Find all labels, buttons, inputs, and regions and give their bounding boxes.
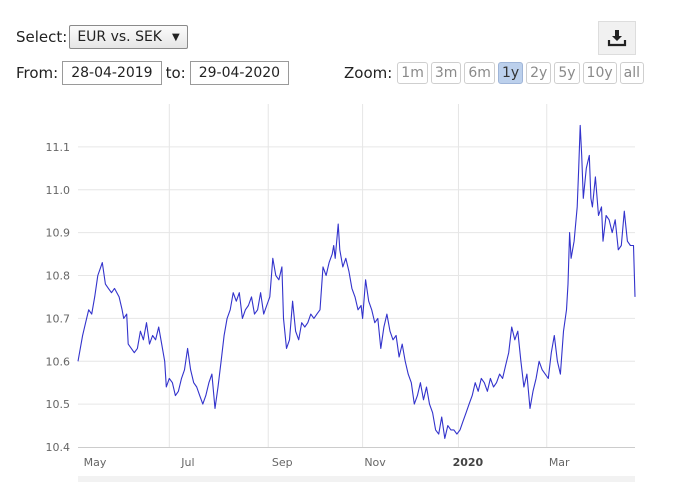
y-tick-label: 10.8 (46, 270, 71, 283)
zoom-1m-button[interactable]: 1m (397, 62, 428, 84)
to-label: to: (165, 64, 186, 82)
y-tick-label: 10.4 (46, 441, 71, 454)
chart-grid (78, 104, 635, 447)
zoom-label: Zoom: (344, 64, 393, 82)
zoom-controls: Zoom: 1m 3m 6m 1y 2y 5y 10y all (344, 61, 647, 85)
chart-axes: 10.4 10.5 10.6 10.7 10.8 10.9 11.0 11.1 May Jul Se… (46, 141, 635, 482)
zoom-all-button[interactable]: all (619, 62, 645, 84)
chart-series (77, 124, 636, 439)
zoom-1y-button[interactable]: 1y (497, 62, 524, 84)
y-tick-label: 10.6 (46, 355, 71, 368)
select-label: Select: (16, 28, 68, 46)
x-tick-label: Jul (180, 456, 194, 469)
currency-pair-value: EUR vs. SEK (77, 29, 162, 45)
download-button[interactable] (598, 21, 636, 55)
zoom-2y-button[interactable]: 2y (526, 62, 552, 84)
x-tick-label: May (84, 456, 107, 469)
date-range-row: From: 28-04-2019 to: 29-04-2020 (16, 60, 290, 86)
from-label: From: (16, 64, 59, 82)
y-tick-label: 10.9 (46, 227, 71, 240)
to-date-input[interactable]: 29-04-2020 (189, 61, 290, 85)
series-line (77, 124, 636, 439)
currency-select-row: Select: EUR vs. SEK ▼ (16, 24, 188, 50)
x-tick-label: 2020 (453, 456, 484, 469)
x-tick-label: Mar (549, 456, 570, 469)
zoom-6m-button[interactable]: 6m (464, 62, 495, 84)
zoom-3m-button[interactable]: 3m (430, 62, 462, 84)
y-tick-label: 11.1 (46, 141, 71, 154)
x-tick-label: Nov (364, 456, 386, 469)
dropdown-caret-icon: ▼ (172, 31, 180, 43)
x-tick-label: Sep (272, 456, 293, 469)
currency-pair-select[interactable]: EUR vs. SEK ▼ (69, 25, 188, 49)
y-tick-label: 10.5 (46, 398, 71, 411)
download-icon (607, 30, 627, 47)
zoom-5y-button[interactable]: 5y (554, 62, 580, 84)
y-tick-label: 11.0 (46, 184, 71, 197)
navigator-strip (78, 476, 635, 482)
from-date-input[interactable]: 28-04-2019 (62, 61, 162, 85)
zoom-10y-button[interactable]: 10y (582, 62, 617, 84)
y-tick-label: 10.7 (46, 312, 71, 325)
